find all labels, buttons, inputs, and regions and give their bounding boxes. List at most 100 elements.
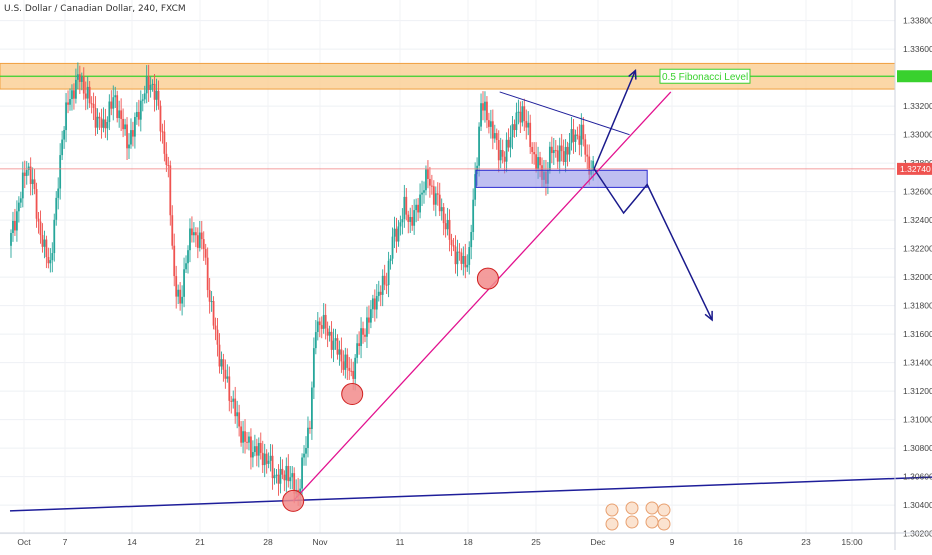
candle-body xyxy=(427,169,429,179)
candle-body xyxy=(389,258,392,261)
y-tick-label: 1.32200 xyxy=(903,244,932,254)
candle-body xyxy=(134,117,136,137)
candle-body xyxy=(167,164,170,166)
candle-body xyxy=(25,170,28,176)
candle-body xyxy=(283,474,286,481)
candle-body xyxy=(330,331,333,350)
candle-body xyxy=(550,146,553,154)
candles xyxy=(10,62,595,507)
candle-body xyxy=(242,431,244,443)
candle-body xyxy=(135,111,138,118)
y-tick-label: 1.31600 xyxy=(903,329,932,339)
candle-body xyxy=(43,239,46,247)
candle-body xyxy=(515,112,518,131)
candle-body xyxy=(301,457,303,489)
y-tick-label: 1.30600 xyxy=(903,472,932,482)
candle-body xyxy=(531,146,534,153)
candle-body xyxy=(562,151,565,162)
candle-body xyxy=(33,179,36,190)
candle-body xyxy=(462,256,465,264)
wedge-upper-line xyxy=(499,91,630,136)
candle-body xyxy=(588,156,591,175)
economic-event-marker xyxy=(605,517,619,531)
candle-body xyxy=(393,228,396,237)
candle-body xyxy=(35,189,38,219)
candle-body xyxy=(246,441,248,443)
candle-body xyxy=(405,196,408,215)
candle-body xyxy=(586,154,589,157)
candle-body xyxy=(452,245,455,247)
candle-body xyxy=(204,249,207,258)
candle-body xyxy=(307,427,309,448)
candle-body xyxy=(45,239,48,257)
candle-body xyxy=(436,193,439,195)
candle-body xyxy=(415,204,418,211)
candle-body xyxy=(493,133,496,139)
candle-body xyxy=(570,129,573,144)
fib-price-marker xyxy=(897,70,932,83)
candle-body xyxy=(130,130,132,145)
candle-body xyxy=(10,232,12,246)
candle-body xyxy=(366,317,368,337)
candle-body xyxy=(558,145,561,162)
candle-body xyxy=(411,217,414,226)
candle-body xyxy=(303,453,305,458)
y-tick-label: 1.32600 xyxy=(903,187,932,197)
x-tick-label: 21 xyxy=(195,537,205,547)
x-tick-label: 16 xyxy=(733,537,743,547)
candle-body xyxy=(548,146,551,170)
candle-body xyxy=(96,116,99,128)
candle-body xyxy=(155,90,158,100)
candle-body xyxy=(259,442,262,453)
candle-body xyxy=(381,275,384,295)
candle-body xyxy=(291,473,294,478)
candle-body xyxy=(407,214,410,222)
y-tick-label: 1.33000 xyxy=(903,130,932,140)
candle-body xyxy=(391,236,394,259)
candle-body xyxy=(23,172,26,176)
chart-title: U.S. Dollar / Canadian Dollar, 240, FXCM xyxy=(4,4,186,14)
candle-body xyxy=(556,150,559,162)
long-term-trendline xyxy=(9,476,932,512)
economic-event-marker xyxy=(625,515,639,529)
candle-body xyxy=(267,460,270,464)
candle-body xyxy=(257,442,260,456)
candle-body xyxy=(379,291,382,295)
x-tick-label: Dec xyxy=(590,537,606,547)
candle-body xyxy=(482,103,484,111)
candle-body xyxy=(76,74,79,80)
drawings xyxy=(0,68,932,531)
candle-body xyxy=(183,269,185,297)
candle-body xyxy=(438,194,441,212)
candle-body xyxy=(236,412,239,417)
candle-body xyxy=(419,194,421,213)
candle-body xyxy=(161,131,164,133)
candle-body xyxy=(517,111,520,113)
candle-body xyxy=(157,90,160,106)
candle-body xyxy=(67,102,69,105)
candle-body xyxy=(289,477,292,482)
candle-body xyxy=(163,131,166,154)
candle-body xyxy=(51,253,54,261)
candle-body xyxy=(364,334,366,337)
candle-body xyxy=(202,239,205,250)
candle-body xyxy=(525,121,528,128)
y-tick-label: 1.33600 xyxy=(903,44,932,54)
candle-body xyxy=(14,220,16,231)
candle-body xyxy=(377,291,380,297)
candle-body xyxy=(383,275,386,285)
candle-body xyxy=(194,232,197,236)
candle-body xyxy=(57,188,60,198)
x-tick-label: 23 xyxy=(801,537,811,547)
candle-body xyxy=(564,146,567,162)
y-tick-label: 1.30400 xyxy=(903,500,932,510)
candle-body xyxy=(421,192,423,195)
candle-body xyxy=(71,90,73,100)
candle-body xyxy=(92,103,95,108)
candle-body xyxy=(311,387,313,430)
candle-body xyxy=(373,298,376,310)
candle-body xyxy=(19,198,22,203)
candle-body xyxy=(446,219,449,230)
